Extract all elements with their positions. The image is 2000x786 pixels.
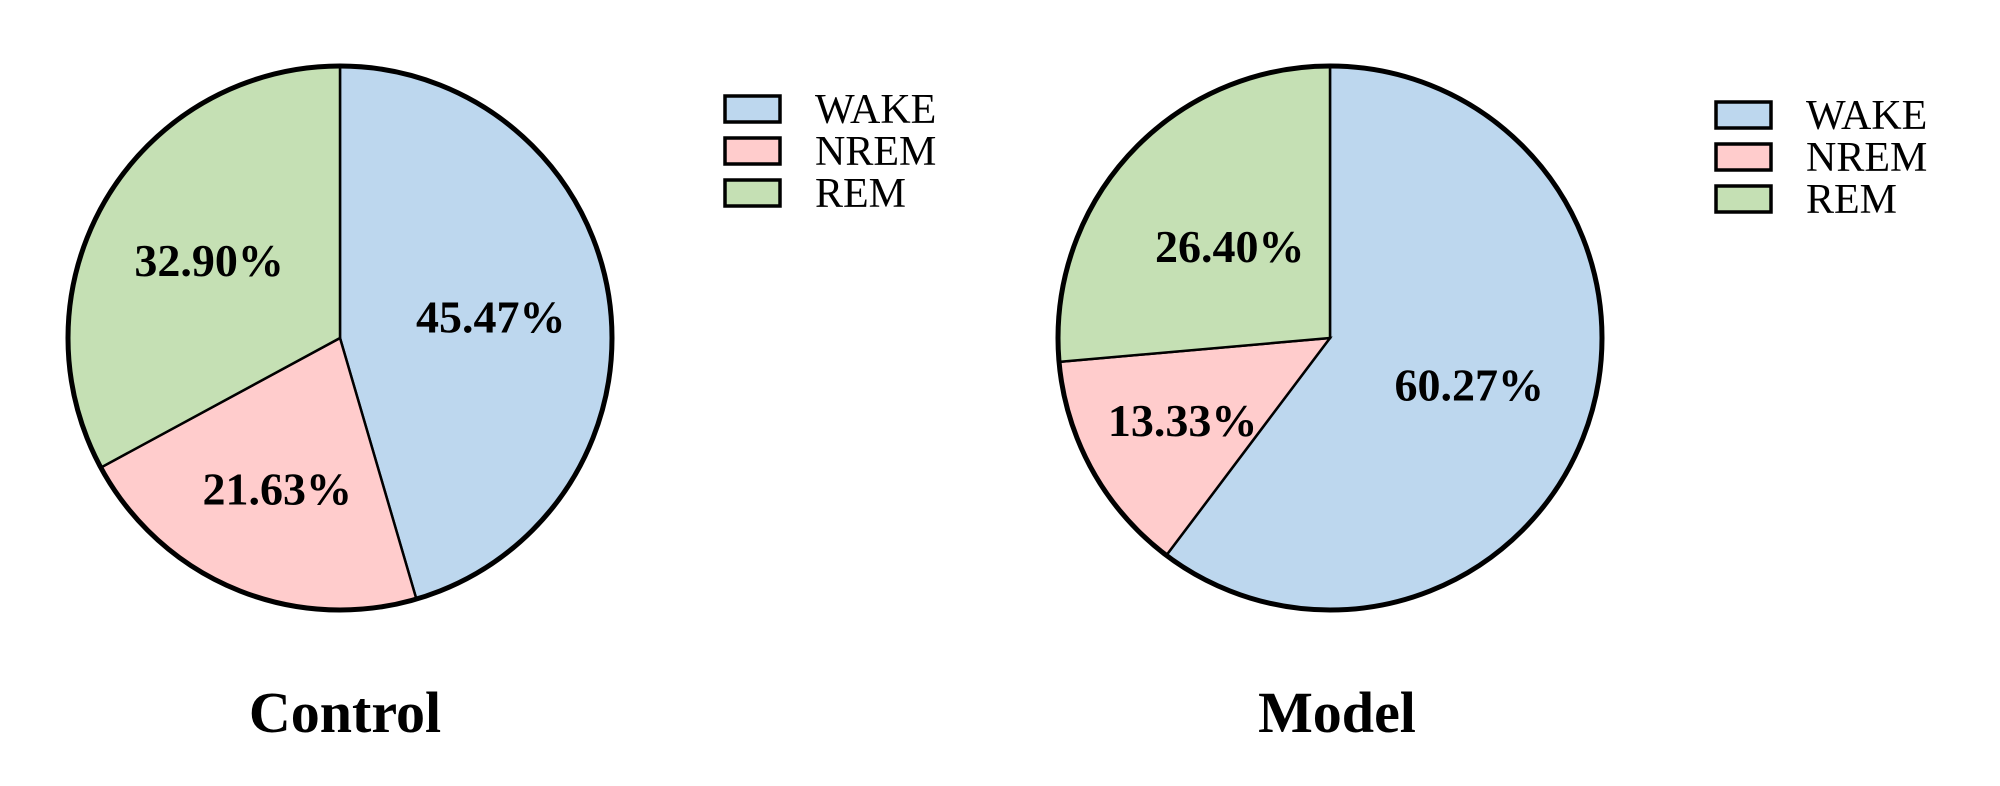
legend-label-rem: REM: [815, 171, 906, 217]
legend-swatch-rem: [723, 178, 782, 208]
slice-label-nrem: 13.33%: [1108, 395, 1258, 446]
legend-swatch-nrem: [723, 136, 782, 166]
slice-label-rem: 26.40%: [1155, 221, 1305, 272]
chart-title: Control: [249, 680, 441, 745]
slice-label-nrem: 21.63%: [202, 464, 352, 515]
pie-slice-rem: [1056, 64, 1332, 364]
legend-label-nrem: NREM: [1806, 135, 1927, 181]
legend-swatch-wake: [723, 94, 782, 124]
legend-swatch-rem: [1714, 184, 1773, 214]
slice-label-wake: 45.47%: [416, 291, 566, 342]
legend-label-rem: REM: [1806, 177, 1897, 223]
legend-swatch-nrem: [1714, 142, 1773, 172]
legend-swatch-wake: [1714, 100, 1773, 130]
legend-label-nrem: NREM: [815, 129, 936, 175]
slice-label-rem: 32.90%: [134, 235, 284, 286]
legend-label-wake: WAKE: [815, 87, 936, 133]
slice-label-wake: 60.27%: [1395, 360, 1545, 411]
chart-title: Model: [1258, 680, 1416, 745]
pie-outline: [1055, 63, 1605, 613]
pie-outline: [65, 63, 615, 613]
legend-label-wake: WAKE: [1806, 93, 1927, 139]
